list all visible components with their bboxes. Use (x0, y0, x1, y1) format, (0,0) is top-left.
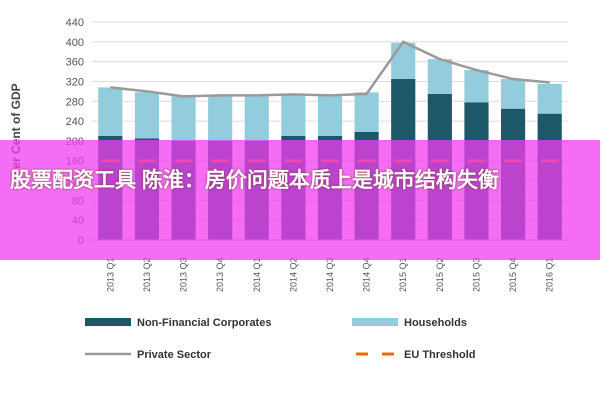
bar (500, 78, 526, 109)
x-tick-label: 2014 Q1 (252, 257, 262, 292)
x-tick-label: 2015 Q3 (471, 257, 481, 292)
bar (354, 92, 379, 132)
y-tick-label: 400 (66, 37, 84, 49)
bar (134, 92, 160, 139)
x-tick-label: 2015 Q2 (435, 257, 445, 292)
x-tick-label: 2013 Q1 (105, 257, 115, 292)
x-tick-label: 2014 Q2 (288, 257, 298, 292)
legend-label: Private Sector (137, 349, 212, 361)
bar (98, 87, 123, 136)
legend-label: EU Threshold (404, 349, 476, 361)
y-tick-label: 280 (66, 96, 84, 108)
x-tick-label: 2015 Q1 (398, 257, 408, 292)
bar (171, 96, 196, 141)
y-tick-label: 360 (66, 57, 84, 69)
legend-swatch (85, 318, 131, 326)
bar (317, 95, 343, 136)
legend-label: Households (404, 317, 467, 329)
line (110, 40, 550, 98)
y-tick-label: 320 (66, 76, 84, 88)
x-tick-label: 2013 Q3 (179, 257, 189, 292)
x-tick-label: 2014 Q3 (325, 257, 335, 292)
x-tick-label: 2013 Q2 (142, 257, 152, 292)
bar (281, 94, 306, 136)
x-tick-label: 2015 Q4 (508, 257, 518, 292)
overlay-banner (0, 140, 600, 260)
bar (244, 95, 269, 141)
bar (464, 70, 489, 103)
legend-swatch (352, 318, 398, 326)
y-tick-label: 440 (66, 17, 84, 29)
bar (427, 59, 452, 94)
bar (391, 42, 416, 79)
legend-label: Non-Financial Corporates (137, 317, 271, 329)
x-tick-label: 2014 Q4 (362, 257, 372, 292)
overlay-text: 股票配资工具 陈淮：房价问题本质上是城市结构失衡 (10, 169, 499, 192)
y-tick-label: 240 (66, 116, 84, 128)
bar (208, 95, 233, 141)
x-tick-label: 2013 Q4 (215, 257, 225, 292)
bar (537, 83, 562, 114)
x-tick-label: 2016 Q1 (545, 257, 555, 292)
